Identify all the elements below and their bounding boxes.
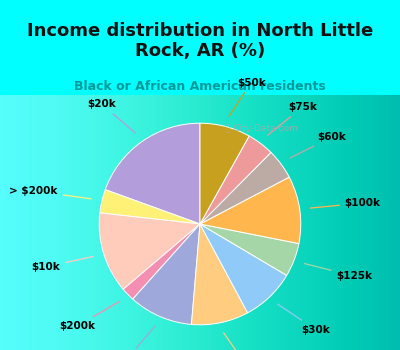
- Text: $100k: $100k: [310, 198, 381, 208]
- Text: $20k: $20k: [87, 99, 136, 133]
- Text: Black or African American residents: Black or African American residents: [74, 80, 326, 93]
- Wedge shape: [133, 224, 200, 324]
- Text: $60k: $60k: [290, 132, 346, 158]
- Wedge shape: [100, 190, 200, 224]
- Text: $30k: $30k: [278, 304, 330, 335]
- Wedge shape: [200, 152, 289, 224]
- Text: $150k: $150k: [224, 333, 266, 350]
- Text: $200k: $200k: [59, 301, 120, 331]
- Wedge shape: [192, 224, 248, 325]
- Text: > $200k: > $200k: [9, 186, 91, 199]
- Text: $125k: $125k: [304, 264, 372, 281]
- Text: ⓘ City-Data.com: ⓘ City-Data.com: [225, 124, 298, 133]
- Wedge shape: [99, 213, 200, 289]
- Text: $75k: $75k: [268, 102, 317, 135]
- Wedge shape: [200, 224, 287, 313]
- Wedge shape: [200, 123, 249, 224]
- Wedge shape: [123, 224, 200, 299]
- Text: $40k: $40k: [113, 326, 155, 350]
- Text: $50k: $50k: [229, 78, 266, 116]
- Wedge shape: [105, 123, 200, 224]
- Text: $10k: $10k: [32, 257, 93, 272]
- Text: Income distribution in North Little
Rock, AR (%): Income distribution in North Little Rock…: [27, 22, 373, 60]
- Wedge shape: [200, 136, 271, 224]
- Wedge shape: [200, 177, 301, 244]
- Wedge shape: [200, 224, 299, 275]
